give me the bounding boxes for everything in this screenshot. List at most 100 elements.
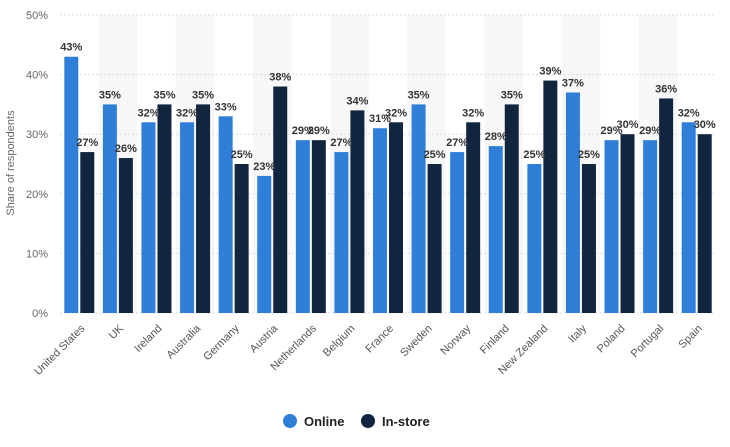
bar-in-store [659, 98, 674, 313]
bar-in-store [234, 164, 249, 313]
bar-in-store [196, 104, 211, 314]
bar-in-store [118, 158, 133, 313]
bar-in-store [543, 80, 558, 313]
category-label: Norway [438, 322, 473, 357]
data-label: 27% [76, 137, 98, 149]
bar-online [604, 140, 619, 313]
data-label: 39% [539, 66, 561, 78]
data-label: 25% [523, 149, 545, 161]
bar-online [180, 122, 195, 313]
bar-online [450, 152, 465, 313]
data-label: 36% [655, 83, 677, 95]
bar-online [411, 104, 426, 314]
data-label: 32% [385, 107, 407, 119]
bar-in-store [350, 110, 365, 313]
data-label: 29% [292, 125, 314, 137]
data-label: 27% [330, 137, 352, 149]
bar-online [373, 128, 387, 313]
bar-in-store [80, 152, 95, 313]
bar-online [527, 164, 542, 313]
bar-online [257, 175, 272, 313]
bar-in-store [157, 104, 172, 314]
bar-online [565, 92, 580, 313]
y-tick-label: 10% [26, 248, 48, 260]
y-tick-label: 0% [32, 308, 48, 320]
data-label: 25% [424, 149, 446, 161]
data-label: 38% [269, 72, 291, 84]
bar-online [102, 104, 117, 314]
data-label: 35% [153, 89, 175, 101]
data-label: 30% [694, 119, 716, 131]
data-label: 35% [99, 89, 121, 101]
data-label: 37% [562, 77, 584, 89]
legend-label: Online [304, 414, 344, 429]
bar-online [141, 122, 156, 313]
bar-in-store [273, 86, 288, 314]
category-label: Spain [676, 323, 704, 351]
y-axis-ticks: 0% 10% 20% 30% 40% 50% [26, 10, 48, 320]
data-label: 33% [215, 101, 237, 113]
data-label: 23% [253, 161, 275, 173]
bar-in-store [389, 122, 403, 313]
data-label: 35% [501, 89, 523, 101]
data-label: 43% [60, 42, 82, 54]
bars [64, 56, 712, 314]
data-label: 32% [137, 107, 159, 119]
category-label: Australia [164, 322, 203, 361]
bar-online [218, 116, 233, 313]
category-label: France [363, 323, 396, 356]
bar-in-store [504, 104, 519, 314]
category-label: Austria [248, 322, 281, 355]
data-label: 30% [617, 119, 639, 131]
bar-online [681, 122, 696, 313]
data-label: 26% [115, 143, 137, 155]
bar-online [643, 140, 658, 313]
data-label: 25% [231, 149, 253, 161]
data-label: 31% [369, 113, 391, 125]
data-label: 28% [485, 131, 507, 143]
data-labels: 43%27%35%26%32%35%32%35%33%25%23%38%29%2… [60, 42, 716, 173]
bar-in-store [581, 164, 596, 313]
data-label: 34% [346, 95, 368, 107]
category-label: Finland [478, 323, 512, 357]
data-label: 29% [639, 125, 661, 137]
bar-online [488, 146, 503, 313]
legend: Online In-store [283, 414, 430, 429]
y-tick-label: 50% [26, 10, 48, 22]
data-label: 27% [446, 137, 468, 149]
category-label: Sweden [398, 323, 435, 360]
category-label: Poland [595, 323, 628, 356]
legend-marker-in-store [361, 414, 375, 428]
legend-label: In-store [382, 414, 430, 429]
category-label: UK [107, 322, 127, 342]
data-label: 29% [308, 125, 330, 137]
bar-in-store [466, 122, 481, 313]
bar-online [295, 140, 310, 313]
data-label: 32% [176, 107, 198, 119]
y-tick-label: 20% [26, 189, 48, 201]
category-label: Belgium [321, 323, 358, 360]
category-label: Germany [201, 322, 242, 363]
bar-in-store [620, 134, 635, 313]
data-label: 35% [192, 89, 214, 101]
y-tick-label: 30% [26, 129, 48, 141]
category-label: United States [32, 322, 88, 378]
bar-online [334, 152, 349, 313]
category-label: Ireland [132, 323, 164, 355]
data-label: 32% [462, 107, 484, 119]
y-tick-label: 40% [26, 70, 48, 82]
category-label: Portugal [629, 323, 666, 360]
data-label: 35% [408, 89, 430, 101]
category-label: Italy [566, 322, 589, 345]
bar-in-store [427, 164, 442, 313]
legend-marker-online [283, 414, 297, 428]
data-label: 29% [601, 125, 623, 137]
bar-in-store [697, 134, 712, 313]
data-label: 32% [678, 107, 700, 119]
data-label: 25% [578, 149, 600, 161]
y-axis-title: Share of respondents [5, 110, 17, 216]
bar-online [64, 56, 79, 313]
